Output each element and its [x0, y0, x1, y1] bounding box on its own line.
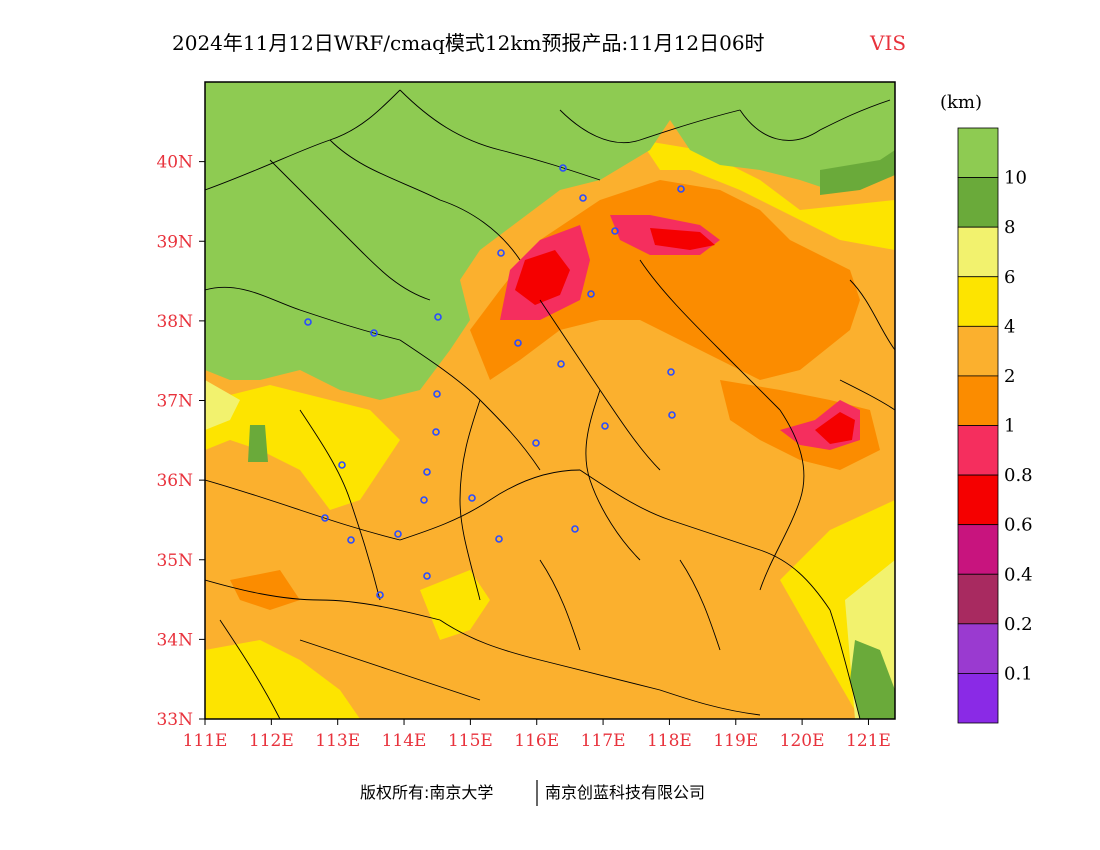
- colorbar-unit: (km): [940, 92, 982, 113]
- station-ring-icon: [432, 428, 440, 436]
- copyright-left: 版权所有:南京大学: [360, 783, 493, 802]
- station-ring-icon: [668, 411, 676, 419]
- colorbar-segment: [957, 127, 999, 178]
- vis-field-4-6km-central: [420, 570, 490, 640]
- station-ring-icon: [587, 290, 595, 298]
- y-tick-label: 33N: [156, 710, 193, 730]
- y-tick-label: 34N: [156, 630, 193, 650]
- colorbar-segment: [957, 375, 999, 426]
- colorbar-segment: [957, 276, 999, 327]
- colorbar-label: 4: [1004, 316, 1015, 337]
- x-tick-label: 115E: [448, 731, 493, 751]
- station-ring-icon: [532, 439, 540, 447]
- x-tick-label: 111E: [183, 731, 228, 751]
- x-tick-label: 114E: [382, 731, 427, 751]
- y-tick-label: 38N: [156, 312, 193, 332]
- admin-boundaries: [205, 89, 895, 719]
- vis-field-0.6-0.8km-cluster-b: [650, 228, 715, 250]
- x-tick-label: 121E: [846, 731, 891, 751]
- copyright-right: 南京创蓝科技有限公司: [545, 783, 705, 802]
- colorbar-label: 0.8: [1004, 465, 1033, 486]
- colorbar-label: 2: [1004, 366, 1015, 387]
- station-ring-icon: [497, 249, 505, 257]
- station-ring-icon: [468, 494, 476, 502]
- colorbar-label: 0.4: [1004, 564, 1033, 585]
- colorbar-label: 8: [1004, 217, 1015, 238]
- x-tick-label: 113E: [315, 731, 360, 751]
- station-ring-icon: [495, 535, 503, 543]
- vis-field-over-10km: [205, 82, 895, 400]
- x-tick-label: 120E: [780, 731, 825, 751]
- station-ring-icon: [376, 591, 384, 599]
- station-ring-icon: [304, 318, 312, 326]
- vis-field-8-10km-southeast: [850, 640, 895, 719]
- station-ring-icon: [601, 422, 609, 430]
- station-ring-icon: [434, 313, 442, 321]
- station-ring-icon: [557, 360, 565, 368]
- colorbar-segment: [957, 226, 999, 278]
- station-ring-icon: [370, 329, 378, 337]
- station-ring-icon: [559, 164, 567, 172]
- figure-title: 2024年11月12日WRF/cmaq模式12km预报产品:11月12日06时: [172, 31, 765, 55]
- colorbar-segment: [957, 573, 999, 625]
- colorbar-label: 0.6: [1004, 515, 1033, 536]
- colorbar-label: 0.1: [1004, 663, 1033, 684]
- station-ring-icon: [338, 461, 346, 469]
- vis-field-0.6-0.8km-cluster-c: [815, 412, 855, 444]
- station-ring-icon: [611, 227, 619, 235]
- station-ring-icon: [394, 530, 402, 538]
- station-ring-icon: [514, 339, 522, 347]
- vis-field-1-2km-southwest: [230, 570, 300, 610]
- colorbar-label: 6: [1004, 267, 1015, 288]
- colorbar-label: 1: [1004, 416, 1015, 437]
- vis-field-4-6km-north: [640, 140, 895, 250]
- vis-field-6-8km-west: [205, 380, 240, 430]
- colorbar-segment: [957, 623, 999, 674]
- colorbar-segment: [957, 474, 999, 526]
- vis-field-8-10km-west: [248, 425, 268, 462]
- y-tick-label: 39N: [156, 232, 193, 252]
- vis-field-4-6km-southwest: [205, 640, 360, 719]
- station-ring-icon: [347, 536, 355, 544]
- y-tick-label: 37N: [156, 392, 193, 412]
- colorbar-segment: [957, 325, 999, 377]
- x-tick-label: 117E: [581, 731, 626, 751]
- station-ring-icon: [423, 572, 431, 580]
- station-ring-icon: [579, 194, 587, 202]
- map-area: [205, 82, 895, 719]
- colorbar-segment: [957, 673, 999, 724]
- colorbar-label: 0.2: [1004, 614, 1033, 635]
- station-markers: [304, 164, 685, 599]
- vis-field-0.6-0.8km-cluster-a: [515, 250, 570, 305]
- colorbar-segment: [957, 425, 999, 476]
- x-tick-label: 118E: [647, 731, 692, 751]
- y-axis-ticks: 40N 39N 38N 37N 36N 35N 34N 33N: [156, 153, 205, 730]
- station-ring-icon: [667, 368, 675, 376]
- station-ring-icon: [423, 468, 431, 476]
- station-ring-icon: [571, 525, 579, 533]
- vis-field-4-6km-west: [205, 380, 400, 510]
- station-ring-icon: [433, 390, 441, 398]
- x-tick-label: 116E: [514, 731, 559, 751]
- station-ring-icon: [677, 185, 685, 193]
- colorbar-label: 10: [1004, 168, 1027, 189]
- y-tick-label: 36N: [156, 471, 193, 491]
- station-ring-icon: [321, 514, 329, 522]
- y-tick-label: 40N: [156, 153, 193, 173]
- x-tick-label: 119E: [713, 731, 758, 751]
- colorbar-segment: [957, 177, 999, 228]
- colorbar-segment: [957, 524, 999, 575]
- variable-label: VIS: [869, 31, 906, 55]
- vis-field-8-10km-northeast: [820, 150, 895, 195]
- x-tick-label: 112E: [249, 731, 294, 751]
- x-axis-ticks: 111E 112E 113E 114E 115E 116E 117E 118E 119E 120E…: [183, 719, 891, 751]
- station-ring-icon: [420, 496, 428, 504]
- y-tick-label: 35N: [156, 551, 193, 571]
- colorbar: 10 8 6 4 2 1 0.8 0.6 0.4 0.2 0.1: [957, 127, 1033, 724]
